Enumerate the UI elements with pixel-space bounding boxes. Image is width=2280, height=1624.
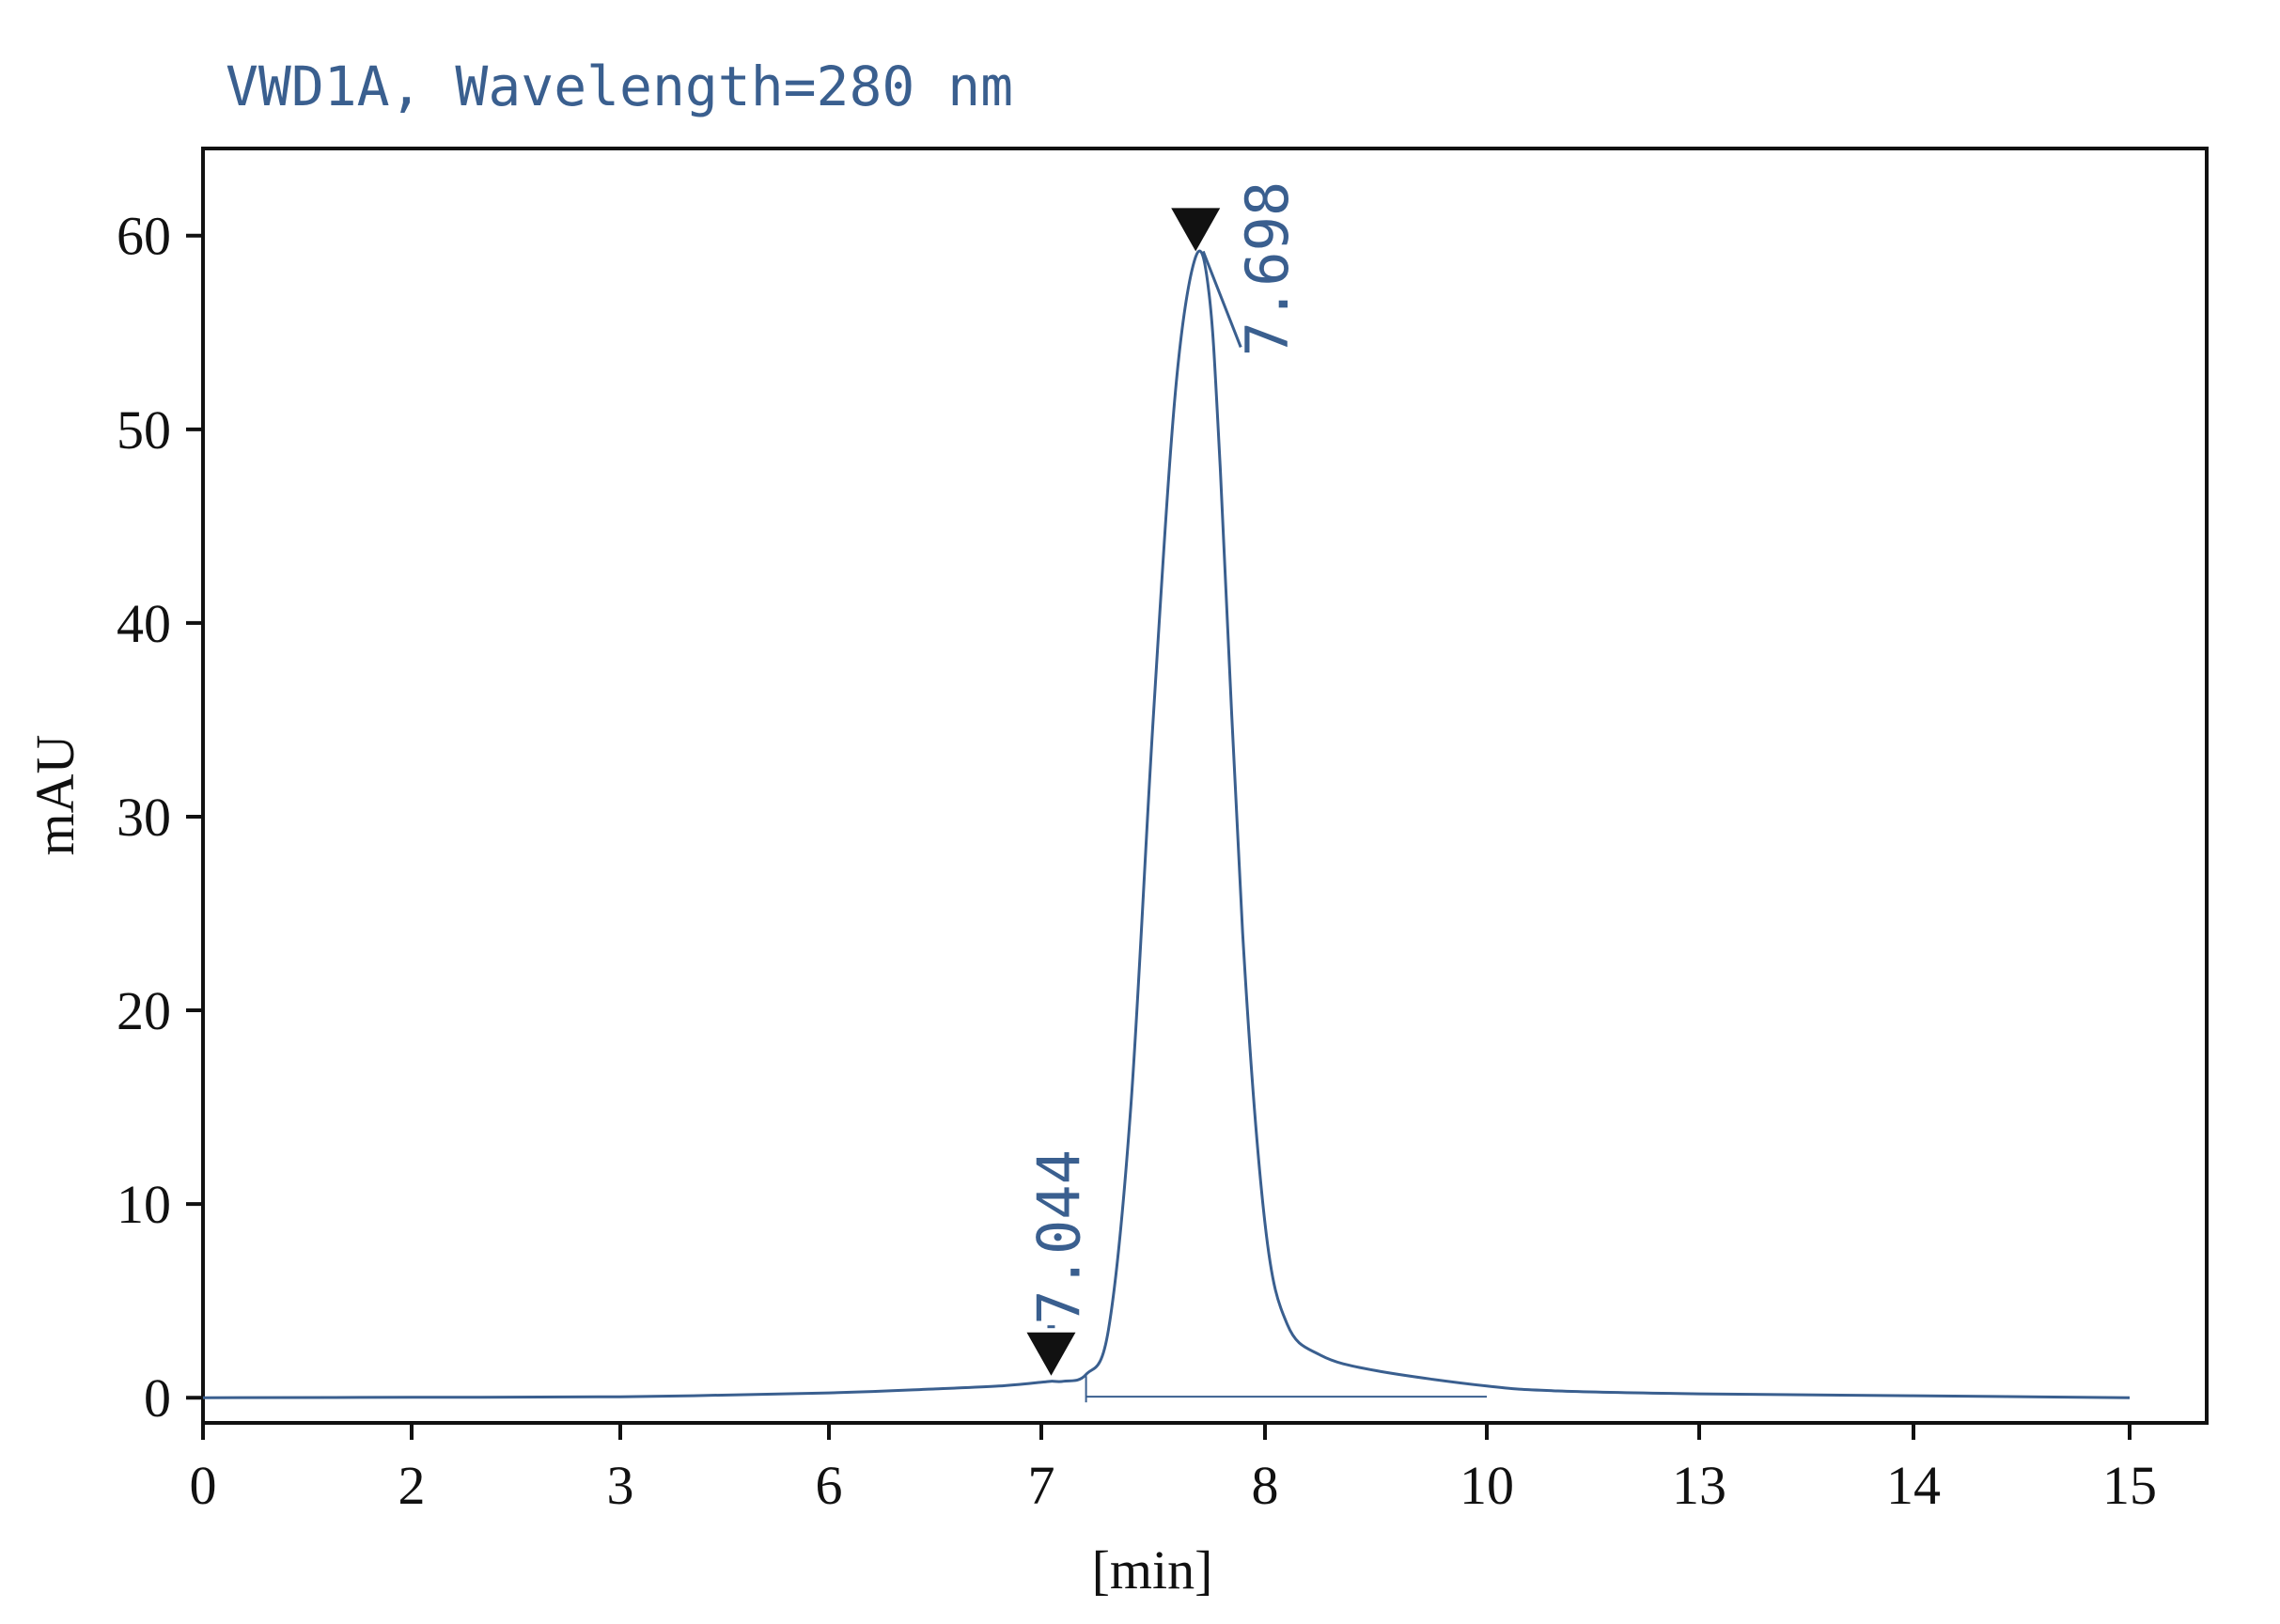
y-tick-label: 40 <box>117 593 171 654</box>
y-tick-label: 20 <box>117 980 171 1041</box>
y-tick-label: 0 <box>144 1367 171 1429</box>
x-axis-label: [min] <box>1092 1539 1213 1601</box>
peak-marker-triangle <box>1171 208 1221 252</box>
x-axis: 0 2 3 6 7 8 10 13 14 15 <box>190 1423 2157 1516</box>
x-tick-label: 15 <box>2102 1455 2157 1516</box>
x-tick-label: 3 <box>607 1455 634 1516</box>
x-tick-label: 8 <box>1252 1455 1279 1516</box>
chromatogram-trace <box>202 249 2131 1399</box>
plot-frame <box>201 147 2209 1425</box>
peak-markers: 7.698 7.044 <box>1024 181 1302 1403</box>
x-tick-label: 13 <box>1672 1455 1726 1516</box>
peak-retention-label: 7.044 <box>1024 1149 1093 1325</box>
y-axis-label: mAU <box>24 735 86 856</box>
y-tick-label: 50 <box>117 399 171 461</box>
y-tick-label: 10 <box>117 1174 171 1235</box>
peak-retention-label: 7.698 <box>1233 181 1302 357</box>
x-tick-label: 14 <box>1886 1455 1941 1516</box>
x-tick-label: 2 <box>398 1455 426 1516</box>
x-tick-label: 6 <box>816 1455 843 1516</box>
chart-title: VWD1A, Wavelength=280 nm <box>226 55 1013 118</box>
x-tick-label: 10 <box>1460 1455 1514 1516</box>
y-tick-label: 60 <box>117 206 171 267</box>
x-tick-label: 0 <box>190 1455 217 1516</box>
y-axis: 0 10 20 30 40 50 60 <box>117 206 203 1429</box>
peak-marker-triangle <box>1026 1332 1076 1376</box>
y-tick-label: 30 <box>117 787 171 848</box>
x-tick-label: 7 <box>1028 1455 1055 1516</box>
peak-label-leader <box>1201 250 1242 348</box>
